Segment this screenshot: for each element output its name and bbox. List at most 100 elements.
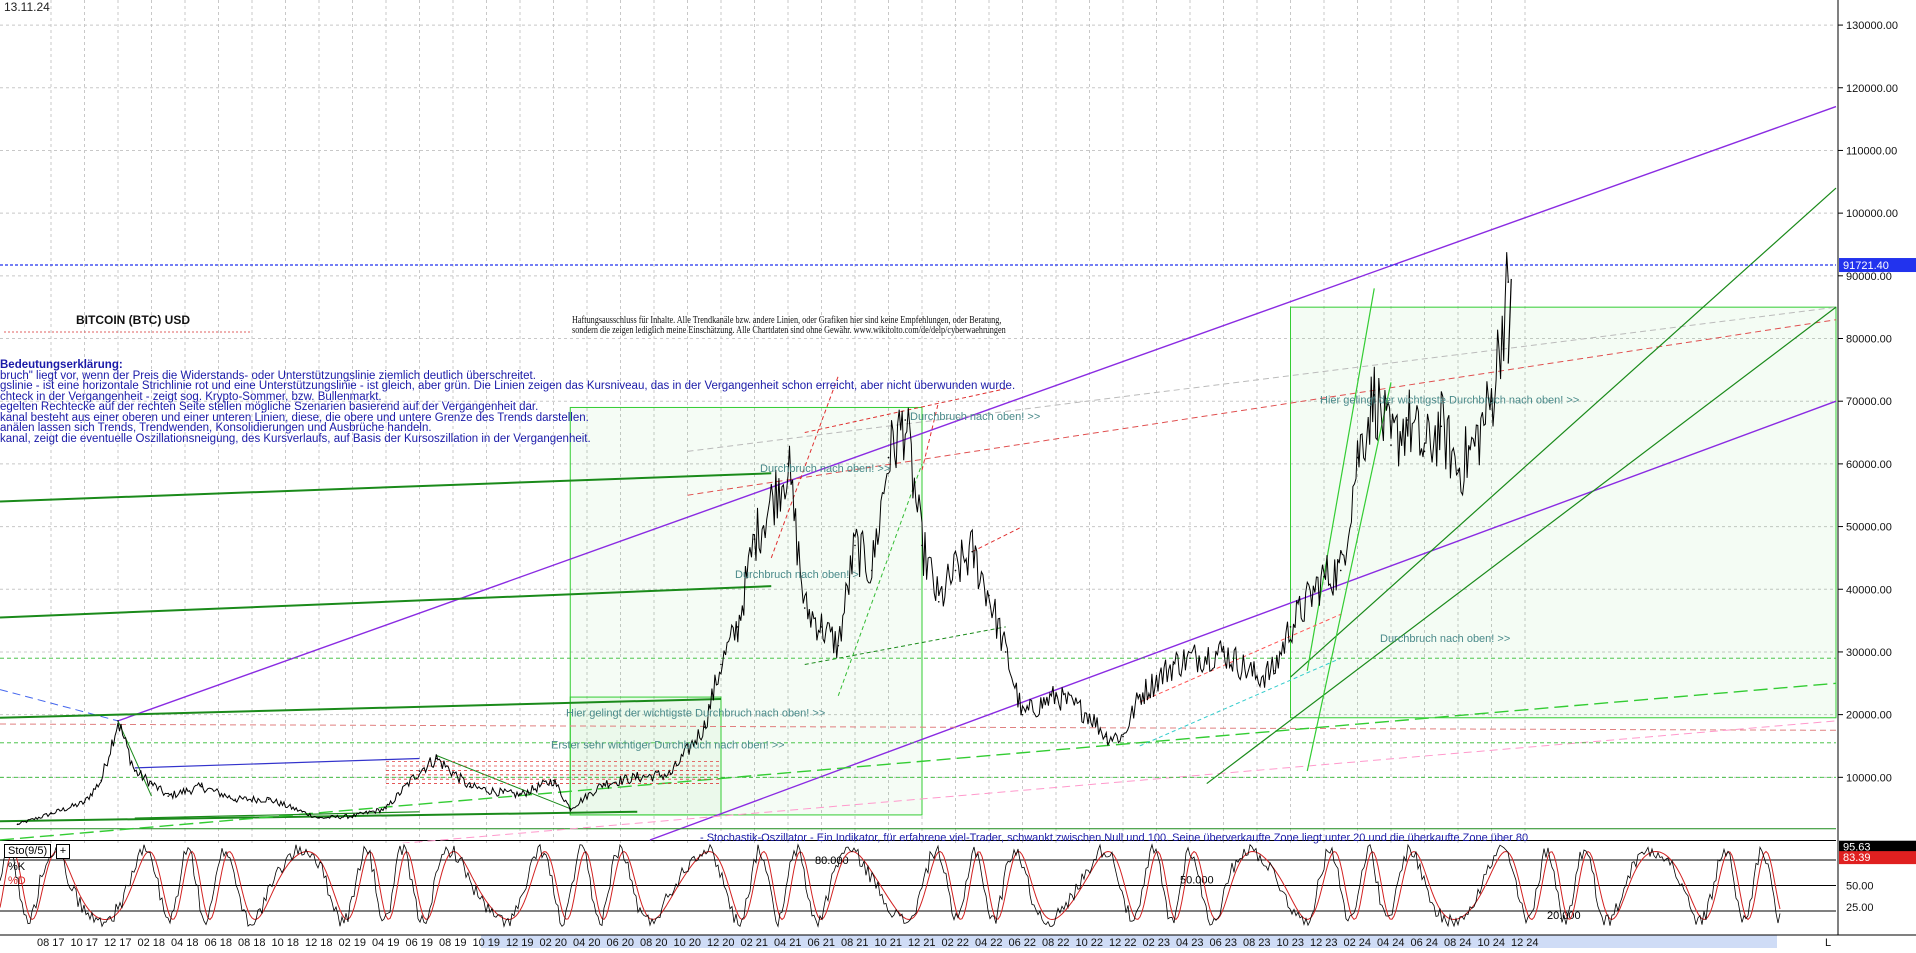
x-tick-label: 10 19 <box>473 937 501 948</box>
price-point <box>502 792 505 794</box>
green-channel-line <box>134 811 420 819</box>
legend-line: bruch" liegt vor, wenn der Preis die Wid… <box>0 369 536 382</box>
scenario-rectangles <box>569 306 1837 816</box>
price-point <box>167 795 170 797</box>
disclaimer-line-1: Haftungsausschluss für Inhalte. Alle Tre… <box>572 315 1002 326</box>
x-tick-label: 02 18 <box>138 937 166 948</box>
price-point <box>1339 569 1342 572</box>
x-tick-label: 04 23 <box>1176 937 1204 948</box>
price-point <box>150 782 153 785</box>
price-point <box>1323 575 1325 578</box>
x-tick-label: 10 22 <box>1076 937 1104 948</box>
price-point <box>1004 651 1007 653</box>
price-point <box>552 779 555 782</box>
oscillator-axis-label: 50.00 <box>1846 881 1874 893</box>
price-point <box>1490 400 1493 402</box>
price-point <box>870 569 873 572</box>
price-point <box>1473 444 1476 446</box>
x-tick-label: 06 18 <box>205 937 233 948</box>
x-tick-label: 06 19 <box>406 937 434 948</box>
y-tick-label: 60000.00 <box>1846 459 1892 471</box>
scenario-rectangle <box>569 406 923 816</box>
x-tick-label: 06 20 <box>607 937 635 948</box>
price-point <box>1423 450 1426 453</box>
red-dotted-channel <box>804 388 1006 434</box>
price-point <box>753 538 756 540</box>
green-channel-line <box>436 754 571 810</box>
x-tick-label: 04 22 <box>975 937 1003 948</box>
x-tick-label: 12 19 <box>506 937 534 948</box>
price-point <box>720 663 722 666</box>
annotation-durchbruch: Durchbruch nach oben! > <box>735 569 859 581</box>
green-dotted-channel <box>837 463 923 696</box>
axis-background <box>1838 0 1916 948</box>
stochastik-note: - Stochastik-Oszillator - Ein Indikator,… <box>700 832 1529 844</box>
price-line <box>17 252 1509 825</box>
green-steep-line <box>1306 382 1392 772</box>
x-tick-label: 12 22 <box>1109 937 1137 948</box>
legend-line: egelten Rechtecke auf der rechten Seite … <box>0 401 539 413</box>
price-point <box>1055 695 1057 697</box>
x-tick-label: 02 24 <box>1344 937 1372 948</box>
oscillator-name-button[interactable]: Sto(9/5) <box>4 844 52 858</box>
price-point <box>1457 469 1459 471</box>
x-tick-label: 08 17 <box>37 937 65 948</box>
price-point <box>435 757 438 760</box>
green-support-line <box>0 697 722 719</box>
x-tick-label: 08 21 <box>841 937 869 948</box>
price-point <box>234 798 237 801</box>
price-point <box>1289 626 1292 628</box>
price-point <box>519 794 521 796</box>
grey-dashed-line <box>687 306 1837 452</box>
y-tick-label: 30000.00 <box>1846 647 1892 659</box>
red-dotted-channel <box>1139 613 1341 703</box>
legend-line: kanal besteht aus einer oberen und einer… <box>0 411 589 424</box>
x-tick-label: 12 18 <box>305 937 333 948</box>
price-point <box>971 550 974 553</box>
x-tick-label: 04 19 <box>372 937 400 948</box>
d-value-badge <box>1839 851 1916 865</box>
oscillator-level-label: 50.000 <box>1180 875 1214 887</box>
price-point <box>854 544 856 547</box>
green-channel-line <box>117 720 152 797</box>
green-support-line <box>0 810 638 823</box>
price-point <box>921 544 923 547</box>
annotation-durchbruch: Durchbruch nach oben! >> <box>1380 633 1510 645</box>
x-tick-label: 08 24 <box>1444 937 1472 948</box>
x-tick-label: 04 21 <box>774 937 802 948</box>
oscillator-expand-icon[interactable]: + <box>56 844 70 859</box>
price-point <box>1138 695 1141 697</box>
d-label: %D <box>8 875 26 887</box>
price-point <box>1122 735 1124 738</box>
price-point <box>100 779 103 782</box>
price-point <box>1222 651 1225 653</box>
y-tick-label: 90000.00 <box>1846 271 1892 283</box>
trend-lines <box>0 105 1837 879</box>
x-tick-label: 08 18 <box>238 937 266 948</box>
annotation-erster: Erster sehr wichtiger Durchbruch nach ob… <box>551 739 785 751</box>
y-tick-label: 100000.00 <box>1846 208 1898 220</box>
price-series <box>16 252 1512 826</box>
x-tick-label: 06 22 <box>1009 937 1037 948</box>
annotations: Durchbruch nach oben! >> Durchbruch nach … <box>4 331 1579 751</box>
price-point <box>1406 419 1409 421</box>
purple-channel-upper <box>117 105 1837 722</box>
price-point <box>1021 713 1024 716</box>
y-tick-label: 50000.00 <box>1846 522 1892 534</box>
legend-heading: Bedeutungserklärung: <box>0 359 123 371</box>
x-axis-highlight <box>481 935 1777 948</box>
scenario-rectangle <box>569 696 722 816</box>
x-tick-label: 10 24 <box>1478 937 1506 948</box>
price-point <box>1373 394 1376 396</box>
price-point <box>1440 425 1443 428</box>
legend-line: chteck in der Vergangenheit - zeigt sog.… <box>0 390 382 403</box>
price-point <box>636 776 639 779</box>
price-point <box>1390 444 1392 446</box>
red-dotted-channel <box>972 526 1023 553</box>
y-tick-label: 40000.00 <box>1846 584 1892 596</box>
x-tick-label: 08 20 <box>640 937 668 948</box>
price-point <box>385 807 387 810</box>
green-channel-lower <box>1206 306 1837 785</box>
